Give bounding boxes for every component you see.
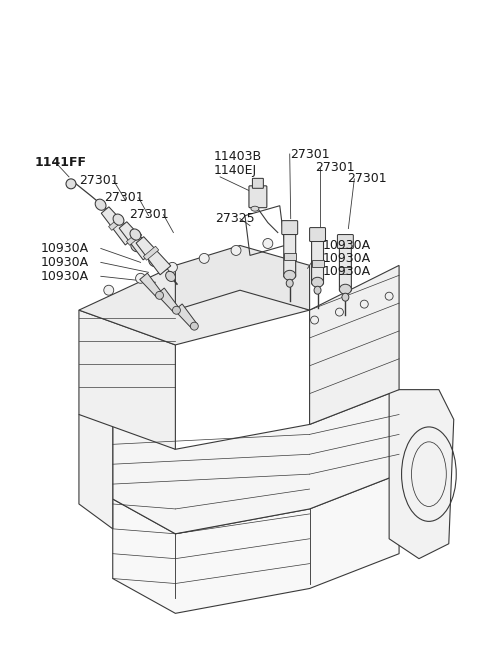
FancyBboxPatch shape (339, 244, 351, 291)
Ellipse shape (113, 214, 124, 225)
FancyBboxPatch shape (339, 267, 351, 274)
FancyBboxPatch shape (312, 238, 324, 284)
Text: 27301: 27301 (129, 208, 168, 221)
Circle shape (385, 292, 393, 300)
Ellipse shape (166, 271, 176, 282)
Polygon shape (79, 265, 310, 345)
FancyBboxPatch shape (310, 227, 325, 242)
FancyBboxPatch shape (249, 186, 267, 208)
Text: 10930A: 10930A (323, 265, 371, 278)
Polygon shape (108, 216, 124, 231)
Text: 27301: 27301 (315, 161, 355, 174)
FancyBboxPatch shape (284, 253, 296, 261)
Polygon shape (389, 390, 454, 559)
Ellipse shape (284, 271, 296, 280)
Ellipse shape (130, 229, 141, 240)
FancyBboxPatch shape (284, 231, 296, 277)
Polygon shape (113, 474, 399, 613)
Text: 27325: 27325 (215, 212, 255, 225)
Text: 10930A: 10930A (323, 252, 371, 265)
Polygon shape (101, 207, 136, 245)
Polygon shape (136, 236, 171, 275)
FancyBboxPatch shape (337, 234, 353, 248)
Text: 27301: 27301 (290, 147, 329, 160)
Polygon shape (119, 222, 154, 260)
Ellipse shape (312, 277, 324, 288)
Ellipse shape (314, 286, 321, 294)
Text: 27301: 27301 (348, 172, 387, 185)
Polygon shape (144, 246, 159, 260)
Circle shape (66, 179, 76, 189)
Polygon shape (79, 415, 113, 529)
Circle shape (263, 238, 273, 248)
Text: 10930A: 10930A (41, 270, 89, 283)
Text: 10930A: 10930A (323, 239, 371, 252)
Polygon shape (156, 288, 179, 312)
Polygon shape (175, 304, 197, 328)
Circle shape (104, 285, 114, 295)
Text: 27301: 27301 (104, 191, 144, 204)
Ellipse shape (286, 279, 293, 288)
Ellipse shape (251, 206, 259, 211)
Circle shape (360, 300, 368, 308)
Ellipse shape (131, 242, 141, 252)
Ellipse shape (339, 284, 351, 294)
FancyBboxPatch shape (252, 178, 264, 188)
Polygon shape (79, 310, 175, 449)
Ellipse shape (342, 293, 349, 301)
FancyBboxPatch shape (282, 221, 298, 234)
Polygon shape (126, 231, 142, 246)
Ellipse shape (149, 256, 158, 267)
Text: 11403B: 11403B (214, 151, 262, 164)
Text: 1140EJ: 1140EJ (214, 164, 257, 178)
Circle shape (136, 273, 145, 283)
Polygon shape (175, 246, 310, 310)
Circle shape (199, 253, 209, 263)
Text: 27301: 27301 (79, 174, 119, 187)
Text: 10930A: 10930A (41, 256, 89, 269)
Circle shape (231, 246, 241, 255)
Polygon shape (140, 273, 162, 297)
Circle shape (168, 263, 178, 272)
Ellipse shape (95, 199, 106, 210)
FancyBboxPatch shape (312, 261, 324, 267)
Circle shape (191, 322, 198, 330)
Circle shape (336, 308, 343, 316)
Polygon shape (113, 390, 399, 534)
Circle shape (172, 307, 180, 314)
Circle shape (311, 316, 319, 324)
Circle shape (156, 291, 164, 299)
Polygon shape (310, 265, 399, 424)
Text: 10930A: 10930A (41, 242, 89, 255)
Text: 1141FF: 1141FF (34, 157, 86, 170)
